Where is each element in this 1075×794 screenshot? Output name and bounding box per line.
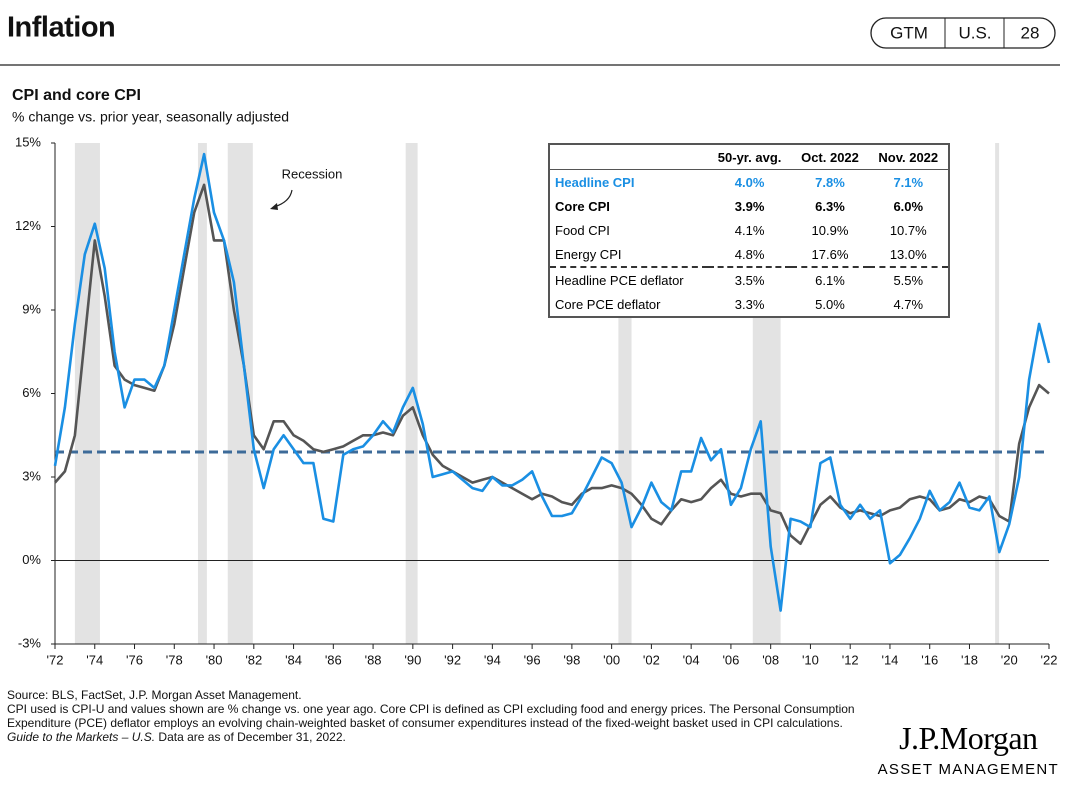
x-tick-label: '98 <box>563 652 580 667</box>
footer: Source: BLS, FactSet, J.P. Morgan Asset … <box>7 688 897 744</box>
row-label: Core PCE deflator <box>555 296 661 312</box>
x-tick-label: '78 <box>166 652 183 667</box>
badge: U.S. <box>958 23 991 42</box>
table-cell: 7.1% <box>893 174 924 190</box>
x-tick-label: '96 <box>524 652 541 667</box>
table-row: Core CPI 3.9% 6.3% 6.0% <box>549 194 949 218</box>
table-cell: 6.0% <box>893 198 924 214</box>
logo: J.P.Morgan ASSET MANAGEMENT <box>878 720 1059 778</box>
row-label: Headline CPI <box>555 174 635 190</box>
source: Source: BLS, FactSet, J.P. Morgan Asset … <box>7 688 302 702</box>
y-tick-label: 9% <box>22 301 41 316</box>
x-tick-label: '02 <box>643 652 660 667</box>
table-cell: 17.6% <box>791 242 869 268</box>
badge: GTM <box>890 23 928 42</box>
x-tick-label: '94 <box>484 652 501 667</box>
badge: 28 <box>1021 23 1040 42</box>
x-tick-label: '72 <box>47 652 64 667</box>
x-tick-label: '04 <box>683 652 700 667</box>
x-tick-label: '08 <box>762 652 779 667</box>
table-cell: 7.8% <box>815 174 845 190</box>
x-tick-label: '84 <box>285 652 302 667</box>
y-tick-label: 3% <box>22 468 41 483</box>
guide-title: Guide to the Markets – U.S. <box>7 730 156 744</box>
summary-table: 50-yr. avg. Oct. 2022 Nov. 2022 Headline C… <box>548 143 950 318</box>
table-cell: 10.7% <box>889 222 927 238</box>
x-tick-label: '92 <box>444 652 461 667</box>
table-cell: 5.0% <box>815 296 845 312</box>
table-row: Headline PCE deflator 3.5% 6.1% 5.5% <box>549 266 949 292</box>
x-tick-label: '74 <box>86 652 103 667</box>
x-tick-label: '12 <box>842 652 859 667</box>
chart-title: CPI and core CPI <box>12 87 141 104</box>
y-tick-label: 15% <box>15 134 41 149</box>
x-tick-label: '00 <box>603 652 620 667</box>
column-header: Nov. 2022 <box>868 144 949 170</box>
y-tick-label: 12% <box>15 218 41 233</box>
x-tick-label: '20 <box>1001 652 1018 667</box>
table-cell: 6.3% <box>815 198 845 214</box>
footnote: CPI used is CPI-U and values shown are %… <box>7 702 855 730</box>
recession-band <box>197 143 207 644</box>
x-tick-label: '16 <box>921 652 938 667</box>
table-cell: 4.8% <box>707 242 792 268</box>
x-tick-label: '06 <box>722 652 739 667</box>
table-cell: 4.7% <box>893 296 924 312</box>
table-cell: 5.5% <box>868 266 949 292</box>
recession-label: Recession <box>282 166 343 181</box>
x-tick-label: '22 <box>1041 652 1058 667</box>
table-cell: 3.5% <box>707 266 792 292</box>
row-label: Food CPI <box>555 222 610 238</box>
table-cell: 10.9% <box>811 222 849 238</box>
x-tick-label: '18 <box>961 652 978 667</box>
series-line <box>53 152 1051 612</box>
table-row: Food CPI 4.1% 10.9% 10.7% <box>549 218 949 242</box>
x-tick-label: '80 <box>206 652 223 667</box>
y-tick-label: 6% <box>22 385 41 400</box>
x-tick-label: '88 <box>365 652 382 667</box>
table-row: Energy CPI 4.8% 17.6% 13.0% <box>549 242 949 268</box>
y-tick-label: -3% <box>18 635 42 650</box>
date-note: Guide to the Markets – U.S. Data are as … <box>7 730 897 744</box>
recession-arrowhead <box>270 203 278 210</box>
x-tick-label: '76 <box>126 652 143 667</box>
row-label: Core CPI <box>555 198 610 214</box>
table-row: Headline CPI 4.0% 7.8% 7.1% <box>549 170 949 195</box>
row-label: Energy CPI <box>549 242 708 268</box>
x-tick-label: '82 <box>245 652 262 667</box>
page-title: Inflation <box>7 12 115 44</box>
x-tick-label: '10 <box>802 652 819 667</box>
recession-band <box>995 143 1000 644</box>
badge-frame <box>870 17 1056 49</box>
table-cell: 4.1% <box>734 222 765 238</box>
table-corner <box>549 144 708 170</box>
table-cell: 4.0% <box>734 174 765 190</box>
row-label: Headline PCE deflator <box>549 266 708 292</box>
table-cell: 6.1% <box>791 266 869 292</box>
x-tick-label: '14 <box>881 652 898 667</box>
logo-name: J.P.Morgan <box>899 720 1038 756</box>
x-tick-label: '86 <box>325 652 342 667</box>
x-tick-label: '90 <box>404 652 421 667</box>
y-tick-label: 0% <box>22 552 41 567</box>
date-text: Data are as of December 31, 2022. <box>155 730 346 744</box>
table-cell: 3.9% <box>734 198 765 214</box>
table-row: Core PCE deflator 3.3% 5.0% 4.7% <box>549 292 949 317</box>
table-cell: 3.3% <box>734 296 765 312</box>
chart-subtitle: % change vs. prior year, seasonally adju… <box>12 109 289 125</box>
logo-tagline: ASSET MANAGEMENT <box>877 761 1059 778</box>
recession-band <box>405 143 418 644</box>
column-header: 50-yr. avg. <box>707 144 792 170</box>
series-line <box>54 183 1050 546</box>
column-header: Oct. 2022 <box>791 144 869 170</box>
table-cell: 13.0% <box>868 242 949 268</box>
table-header: 50-yr. avg. Oct. 2022 Nov. 2022 <box>549 144 949 170</box>
